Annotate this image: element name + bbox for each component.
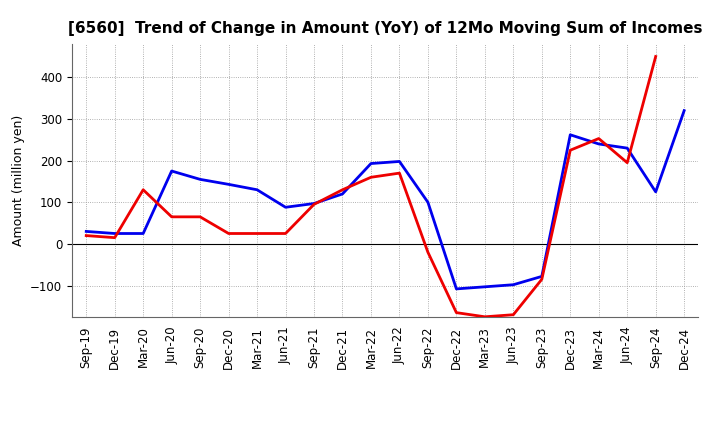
- Net Income: [338, 187, 347, 192]
- Net Income: [480, 314, 489, 319]
- Ordinary Income: [310, 201, 318, 206]
- Ordinary Income: [680, 108, 688, 113]
- Net Income: [253, 231, 261, 236]
- Net Income: [366, 175, 375, 180]
- Ordinary Income: [395, 159, 404, 164]
- Net Income: [423, 249, 432, 255]
- Net Income: [225, 231, 233, 236]
- Net Income: [139, 187, 148, 192]
- Ordinary Income: [338, 191, 347, 197]
- Ordinary Income: [366, 161, 375, 166]
- Ordinary Income: [225, 182, 233, 187]
- Legend: Ordinary Income, Net Income: Ordinary Income, Net Income: [226, 438, 544, 440]
- Net Income: [282, 231, 290, 236]
- Ordinary Income: [82, 229, 91, 234]
- Line: Ordinary Income: Ordinary Income: [86, 110, 684, 289]
- Ordinary Income: [595, 141, 603, 147]
- Net Income: [110, 235, 119, 240]
- Net Income: [196, 214, 204, 220]
- Net Income: [595, 136, 603, 141]
- Ordinary Income: [423, 200, 432, 205]
- Net Income: [623, 160, 631, 165]
- Line: Net Income: Net Income: [86, 56, 656, 317]
- Net Income: [652, 54, 660, 59]
- Ordinary Income: [509, 282, 518, 287]
- Ordinary Income: [623, 146, 631, 151]
- Net Income: [537, 277, 546, 282]
- Net Income: [395, 170, 404, 176]
- Ordinary Income: [282, 205, 290, 210]
- Ordinary Income: [139, 231, 148, 236]
- Net Income: [509, 312, 518, 317]
- Ordinary Income: [480, 284, 489, 290]
- Y-axis label: Amount (million yen): Amount (million yen): [12, 115, 24, 246]
- Ordinary Income: [566, 132, 575, 137]
- Net Income: [310, 202, 318, 207]
- Net Income: [82, 233, 91, 238]
- Ordinary Income: [452, 286, 461, 292]
- Net Income: [566, 147, 575, 153]
- Ordinary Income: [110, 231, 119, 236]
- Ordinary Income: [196, 177, 204, 182]
- Ordinary Income: [537, 274, 546, 279]
- Net Income: [452, 310, 461, 315]
- Title: [6560]  Trend of Change in Amount (YoY) of 12Mo Moving Sum of Incomes: [6560] Trend of Change in Amount (YoY) o…: [68, 21, 703, 36]
- Ordinary Income: [253, 187, 261, 192]
- Net Income: [167, 214, 176, 220]
- Ordinary Income: [652, 189, 660, 194]
- Ordinary Income: [167, 169, 176, 174]
